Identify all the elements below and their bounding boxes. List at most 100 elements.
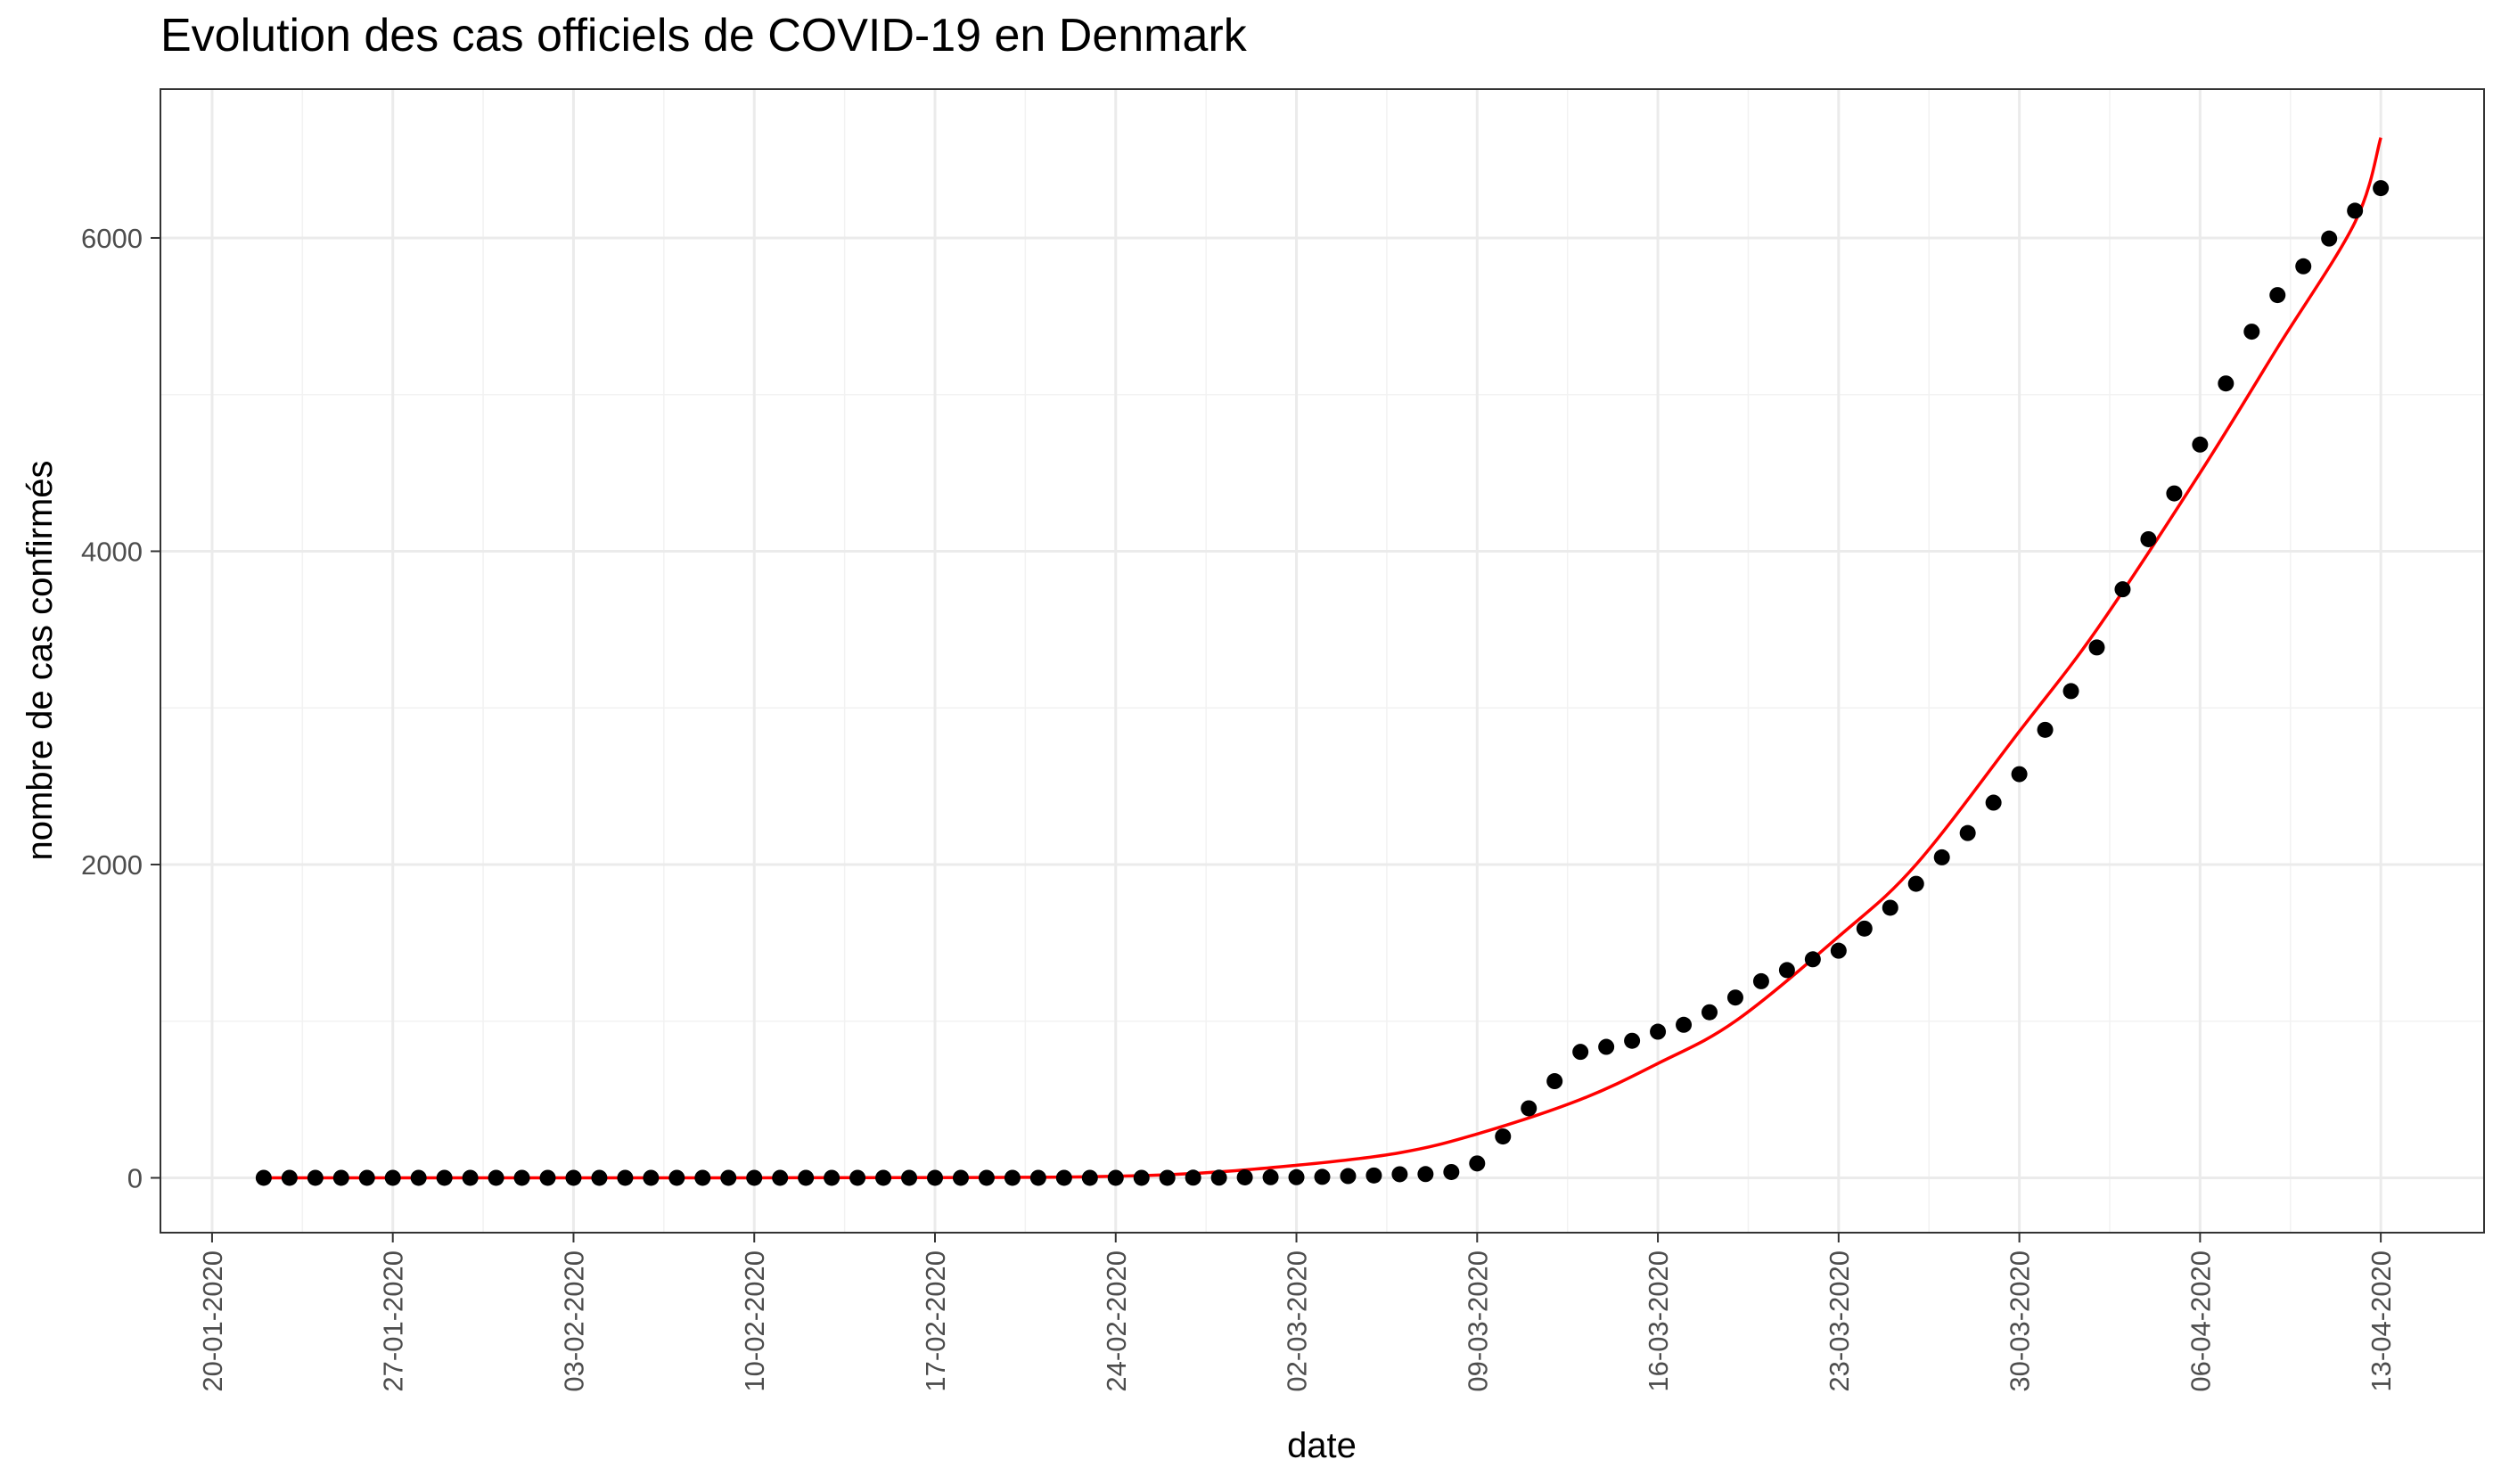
data-point	[2347, 202, 2364, 219]
data-point	[1572, 1044, 1589, 1061]
y-tick-label: 0	[127, 1162, 143, 1193]
data-point	[513, 1169, 530, 1186]
data-point	[1650, 1023, 1667, 1040]
grid-layer	[160, 89, 2484, 1233]
data-point	[1598, 1038, 1615, 1055]
data-point	[849, 1169, 866, 1186]
data-point	[746, 1169, 763, 1186]
data-point	[1495, 1128, 1512, 1145]
x-tick-label: 02-03-2020	[1282, 1250, 1313, 1392]
data-point	[1856, 920, 1873, 937]
data-point	[1546, 1073, 1563, 1090]
data-point	[358, 1169, 375, 1186]
y-tick-label: 6000	[81, 223, 143, 254]
data-point	[772, 1169, 789, 1186]
panel-border	[160, 88, 2485, 1234]
data-point	[1288, 1168, 1305, 1185]
data-point	[332, 1169, 349, 1186]
data-point	[255, 1169, 272, 1186]
data-layer	[255, 136, 2390, 1186]
data-point	[617, 1169, 634, 1186]
data-point	[1985, 794, 2002, 811]
x-axis-title: date	[1287, 1426, 1357, 1465]
data-point	[1676, 1016, 1693, 1033]
data-point	[798, 1169, 815, 1186]
data-point	[1185, 1169, 1201, 1186]
x-tick-label: 17-02-2020	[920, 1250, 951, 1392]
y-axis-title: nombre de cas confirmés	[20, 460, 60, 860]
data-point	[1804, 951, 1821, 968]
data-point	[281, 1169, 298, 1186]
data-point	[384, 1169, 401, 1186]
data-point	[1882, 899, 1898, 916]
data-point	[2192, 436, 2209, 453]
data-point	[927, 1169, 943, 1186]
data-point	[1029, 1169, 1046, 1186]
data-point	[2011, 766, 2028, 783]
data-point	[1107, 1169, 1124, 1186]
data-point	[2373, 180, 2390, 197]
x-tick-label: 27-01-2020	[378, 1250, 409, 1392]
data-point	[436, 1169, 453, 1186]
data-point	[565, 1169, 582, 1186]
data-point	[978, 1169, 995, 1186]
data-point	[1081, 1169, 1098, 1186]
data-point	[2269, 287, 2286, 304]
data-point	[668, 1169, 685, 1186]
data-point	[1624, 1032, 1641, 1049]
data-point	[1391, 1166, 1408, 1183]
data-point	[2166, 485, 2183, 502]
data-point	[1417, 1166, 1434, 1183]
data-point	[2037, 721, 2054, 738]
data-point	[462, 1169, 479, 1186]
data-point	[1933, 849, 1950, 865]
data-point	[875, 1169, 892, 1186]
data-point	[2140, 530, 2157, 547]
data-point	[1055, 1169, 1072, 1186]
data-point	[2114, 581, 2131, 598]
data-point	[1726, 989, 1743, 1006]
x-tick-label: 23-03-2020	[1824, 1250, 1855, 1392]
data-point	[1521, 1100, 1538, 1117]
data-point	[1210, 1169, 1227, 1186]
data-point	[539, 1169, 556, 1186]
chart-title: Evolution des cas officiels de COVID-19 …	[160, 10, 1247, 61]
x-tick-label: 30-03-2020	[2005, 1250, 2036, 1392]
data-point	[591, 1169, 608, 1186]
data-point	[952, 1169, 969, 1186]
data-point	[1752, 972, 1769, 989]
data-point	[2243, 324, 2260, 340]
data-point	[1443, 1163, 1460, 1180]
data-point	[1365, 1167, 1382, 1184]
data-point	[1830, 942, 1847, 959]
data-point	[2088, 639, 2105, 656]
data-point	[1959, 824, 1976, 841]
x-tick-label: 03-02-2020	[558, 1250, 589, 1392]
axis-layer: 20-01-2020 27-01-2020 03-02-2020 10-02-2020…	[81, 223, 2397, 1392]
data-point	[1340, 1168, 1357, 1185]
data-point	[2321, 230, 2338, 247]
data-point	[1778, 962, 1795, 979]
data-point	[1159, 1169, 1176, 1186]
data-point	[1907, 875, 1924, 892]
data-point	[824, 1169, 840, 1186]
data-point	[2218, 375, 2234, 392]
data-point	[1236, 1168, 1253, 1185]
x-tick-label: 13-04-2020	[2366, 1250, 2397, 1392]
data-point	[1004, 1169, 1021, 1186]
x-tick-label: 16-03-2020	[1643, 1250, 1674, 1392]
x-tick-label: 20-01-2020	[197, 1250, 228, 1392]
y-tick-label: 4000	[81, 536, 143, 567]
x-tick-label: 10-02-2020	[739, 1250, 770, 1392]
data-point	[720, 1169, 737, 1186]
data-point	[307, 1169, 324, 1186]
data-point	[643, 1169, 660, 1186]
data-point	[488, 1169, 504, 1186]
data-point	[2062, 683, 2079, 700]
data-point	[1133, 1169, 1150, 1186]
data-point	[694, 1169, 711, 1186]
x-tick-label: 24-02-2020	[1101, 1250, 1132, 1392]
x-tick-label: 09-03-2020	[1462, 1250, 1493, 1392]
data-point	[410, 1169, 427, 1186]
